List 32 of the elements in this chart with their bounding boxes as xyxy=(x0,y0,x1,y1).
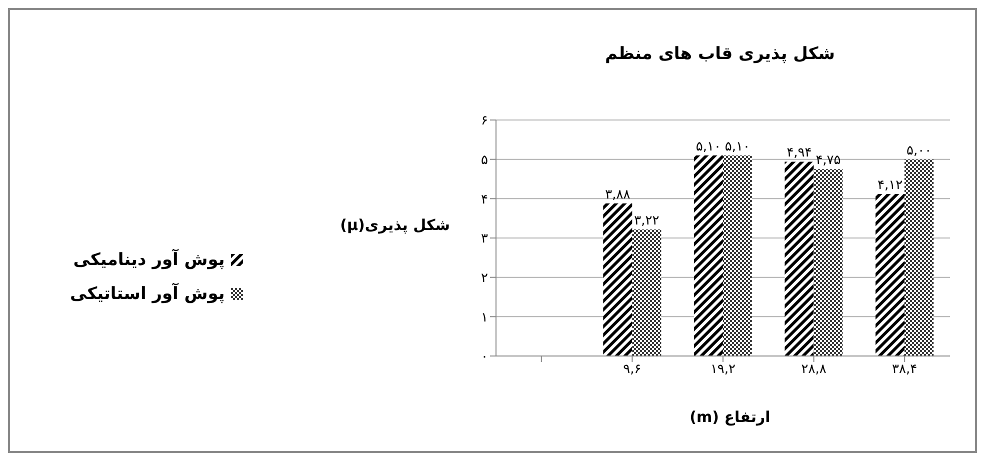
y-axis-title: شکل پذیری(μ) xyxy=(339,216,450,234)
bar xyxy=(814,169,843,356)
legend-label: پوش آور دینامیکی xyxy=(73,250,225,270)
y-tick-label: ۳ xyxy=(481,232,488,247)
y-tick-label: ۵ xyxy=(481,152,488,168)
y-tick-label: ۴ xyxy=(481,192,488,208)
y-tick-label: ۱ xyxy=(481,310,488,326)
y-tick-label: ۶ xyxy=(481,114,488,129)
x-tick-label: ۳۸,۴ xyxy=(892,362,918,378)
data-label: ۵,۰۰ xyxy=(906,143,932,158)
chart-title: شکل پذیری قاب های منظم xyxy=(604,44,836,64)
data-label: ۵,۱۰ xyxy=(724,139,750,154)
x-axis-title: ارتفاع (m) xyxy=(688,408,772,426)
bar xyxy=(876,194,905,356)
y-tick-label: ۰ xyxy=(481,350,488,365)
legend-label: پوش آور استاتیکی xyxy=(70,284,225,304)
bar xyxy=(784,162,814,356)
y-tick-label: ۲ xyxy=(481,270,488,286)
bar xyxy=(904,159,934,356)
x-tick-label: ۱۹,۲ xyxy=(710,362,736,378)
bar xyxy=(603,203,632,356)
bar xyxy=(722,155,752,356)
data-label: ۳,۸۸ xyxy=(605,187,630,202)
data-label: ۴,۷۵ xyxy=(816,153,841,168)
data-label: ۳,۲۲ xyxy=(634,213,660,228)
x-tick-label: ۹,۶ xyxy=(623,362,642,378)
x-tick-label: ۲۸,۸ xyxy=(801,362,826,378)
bar xyxy=(632,229,662,356)
data-label: ۵,۱۰ xyxy=(696,139,721,154)
data-label: ۴,۱۲ xyxy=(877,178,903,193)
data-label: ۴,۹۴ xyxy=(786,146,812,161)
bar xyxy=(694,155,723,356)
